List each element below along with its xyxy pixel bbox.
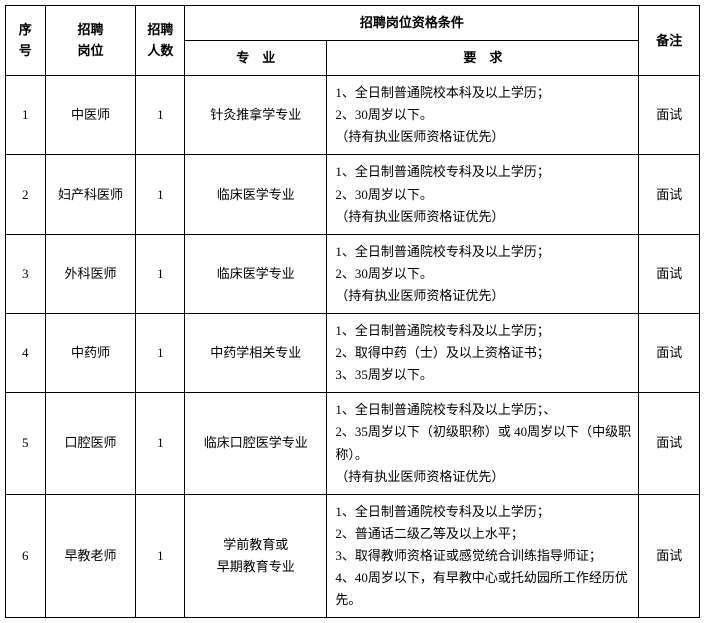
cell-seq: 3 (6, 234, 46, 313)
cell-position: 外科医师 (45, 234, 136, 313)
cell-position: 中药师 (45, 314, 136, 393)
cell-note: 面试 (639, 494, 700, 617)
cell-position: 中医师 (45, 76, 136, 155)
table-row: 5口腔医师1临床口腔医学专业1、全日制普通院校专科及以上学历；、 2、35周岁以… (6, 393, 700, 494)
cell-seq: 1 (6, 76, 46, 155)
cell-seq: 2 (6, 155, 46, 234)
cell-note: 面试 (639, 393, 700, 494)
cell-note: 面试 (639, 314, 700, 393)
table-header: 序 号 招聘 岗位 招聘 人数 招聘岗位资格条件 备注 专 业 要 求 (6, 6, 700, 76)
header-major: 专 业 (185, 41, 327, 76)
cell-requirement: 1、全日制普通院校专科及以上学历；、 2、35周岁以下（初级职称）或 40周岁以… (327, 393, 639, 494)
cell-major: 针灸推拿学专业 (185, 76, 327, 155)
table-row: 1中医师1针灸推拿学专业1、全日制普通院校本科及以上学历； 2、30周岁以下。 … (6, 76, 700, 155)
cell-note: 面试 (639, 76, 700, 155)
cell-requirement: 1、全日制普通院校专科及以上学历； 2、30周岁以下。 （持有执业医师资格证优先… (327, 234, 639, 313)
cell-count: 1 (136, 314, 185, 393)
cell-major: 临床口腔医学专业 (185, 393, 327, 494)
cell-count: 1 (136, 76, 185, 155)
cell-requirement: 1、全日制普通院校专科及以上学历； 2、30周岁以下。 （持有执业医师资格证优先… (327, 155, 639, 234)
cell-seq: 5 (6, 393, 46, 494)
cell-major: 学前教育或 早期教育专业 (185, 494, 327, 617)
cell-position: 口腔医师 (45, 393, 136, 494)
cell-major: 临床医学专业 (185, 234, 327, 313)
table-row: 2妇产科医师1临床医学专业1、全日制普通院校专科及以上学历； 2、30周岁以下。… (6, 155, 700, 234)
header-seq: 序 号 (6, 6, 46, 76)
cell-major: 临床医学专业 (185, 155, 327, 234)
cell-count: 1 (136, 393, 185, 494)
header-requirement: 要 求 (327, 41, 639, 76)
cell-note: 面试 (639, 234, 700, 313)
table-body: 1中医师1针灸推拿学专业1、全日制普通院校本科及以上学历； 2、30周岁以下。 … (6, 76, 700, 618)
cell-requirement: 1、全日制普通院校专科及以上学历； 2、取得中药（士）及以上资格证书； 3、35… (327, 314, 639, 393)
header-note: 备注 (639, 6, 700, 76)
cell-major: 中药学相关专业 (185, 314, 327, 393)
table-row: 6早教老师1学前教育或 早期教育专业1、全日制普通院校专科及以上学历； 2、普通… (6, 494, 700, 617)
table-row: 3外科医师1临床医学专业1、全日制普通院校专科及以上学历； 2、30周岁以下。 … (6, 234, 700, 313)
cell-position: 妇产科医师 (45, 155, 136, 234)
header-count: 招聘 人数 (136, 6, 185, 76)
cell-count: 1 (136, 234, 185, 313)
cell-seq: 4 (6, 314, 46, 393)
cell-seq: 6 (6, 494, 46, 617)
cell-requirement: 1、全日制普通院校本科及以上学历； 2、30周岁以下。 （持有执业医师资格证优先… (327, 76, 639, 155)
header-qual-group: 招聘岗位资格条件 (185, 6, 639, 41)
header-row-1: 序 号 招聘 岗位 招聘 人数 招聘岗位资格条件 备注 (6, 6, 700, 41)
cell-count: 1 (136, 155, 185, 234)
header-position: 招聘 岗位 (45, 6, 136, 76)
cell-note: 面试 (639, 155, 700, 234)
table-row: 4中药师1中药学相关专业1、全日制普通院校专科及以上学历； 2、取得中药（士）及… (6, 314, 700, 393)
cell-position: 早教老师 (45, 494, 136, 617)
cell-count: 1 (136, 494, 185, 617)
cell-requirement: 1、全日制普通院校专科及以上学历； 2、普通话二级乙等及以上水平； 3、取得教师… (327, 494, 639, 617)
recruitment-table: 序 号 招聘 岗位 招聘 人数 招聘岗位资格条件 备注 专 业 要 求 1中医师… (5, 5, 700, 618)
